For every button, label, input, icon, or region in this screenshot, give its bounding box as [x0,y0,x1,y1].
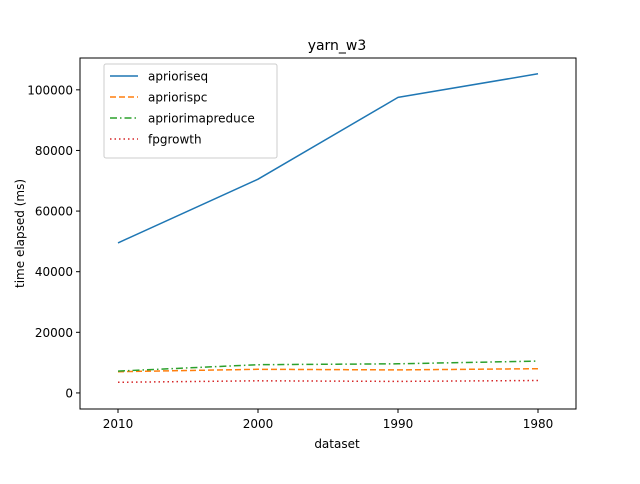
plot-frame [79,57,577,410]
x-tick-label: 2010 [103,417,134,431]
y-tick-label: 100000 [27,83,73,97]
y-tick-label: 80000 [35,144,73,158]
y-tick-label: 20000 [35,326,73,340]
legend-label-aprioriseq: aprioriseq [148,70,208,84]
y-axis: 0 20000 40000 60000 80000 100000 [27,83,80,400]
legend-box [103,63,278,159]
y-tick-label: 0 [65,386,73,400]
x-axis: 2010 2000 1990 1980 [103,409,554,431]
legend-label-apriorimapreduce: apriorimapreduce [148,112,255,126]
legend-label-fpgrowth: fpgrowth [148,133,202,147]
x-tick-label: 2000 [243,417,274,431]
y-tick-label: 60000 [35,205,73,219]
x-tick-label: 1980 [523,417,554,431]
series-line-apriorispc [117,367,539,373]
legend: aprioriseq apriorispc apriorimapreduce fpgr… [103,63,278,159]
x-axis-label: dataset [314,437,360,451]
legend-label-apriorispc: apriorispc [148,91,207,105]
y-tick-label: 40000 [35,265,73,279]
chart-title: yarn_w3 [308,38,367,54]
series-layer [117,73,539,384]
x-tick-label: 1990 [383,417,414,431]
series-line-aprioriseq [117,73,539,244]
y-axis-label: time elapsed (ms) [13,179,27,288]
series-line-apriorimapreduce [117,360,539,372]
